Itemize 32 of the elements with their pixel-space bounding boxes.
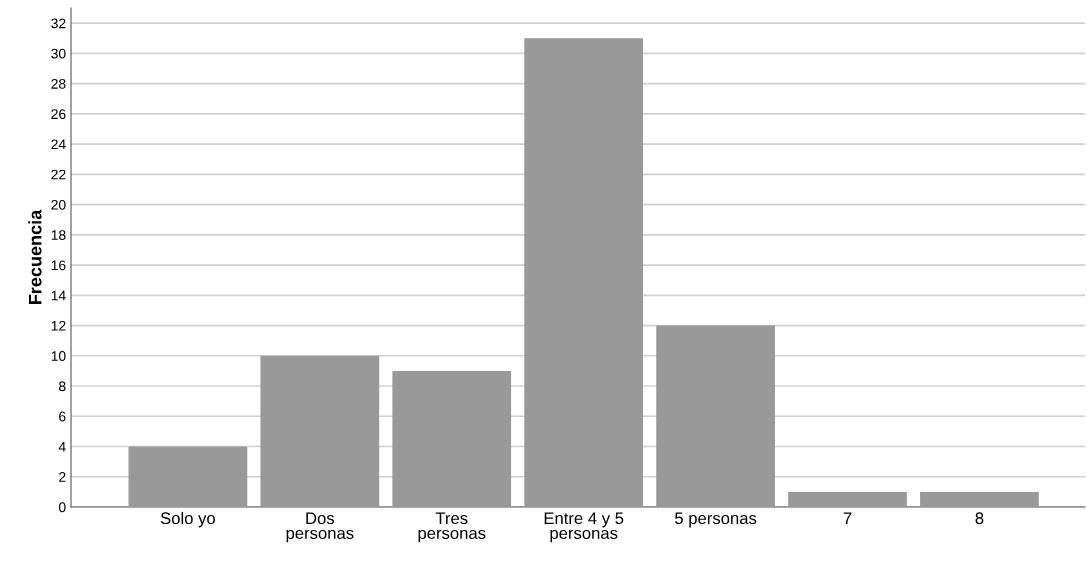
- y-tick-label: 26: [51, 109, 66, 120]
- x-tick-label: Solo yo: [160, 511, 215, 528]
- y-tick-label: 6: [59, 411, 66, 422]
- x-tick-label: Entre 4 y 5 personas: [544, 512, 624, 543]
- y-tick-label: 18: [51, 230, 66, 240]
- y-tick-label: 32: [51, 18, 66, 29]
- x-tick-label: 7: [843, 512, 852, 524]
- y-tick-label: 22: [51, 169, 66, 180]
- y-tick-label: 12: [51, 320, 66, 331]
- bar: [128, 446, 248, 507]
- x-tick-label: 5 personas: [675, 512, 757, 528]
- y-tick-label: 30: [51, 48, 66, 59]
- bar: [656, 325, 775, 507]
- y-tick-label: 2: [59, 472, 66, 482]
- bar: [524, 38, 644, 507]
- y-tick-label: 16: [51, 260, 66, 271]
- bar: [392, 370, 512, 507]
- x-tick-label: Dos personas: [286, 512, 354, 543]
- bar: [788, 491, 907, 507]
- y-tick-label: 4: [58, 441, 66, 452]
- y-tick-label: 24: [51, 139, 66, 150]
- x-tick-label: Tres personas: [418, 512, 486, 543]
- y-axis-title: Frecuencia: [28, 209, 42, 304]
- bar: [260, 355, 380, 507]
- y-tick-label: 10: [51, 351, 66, 361]
- y-tick-label: 14: [51, 290, 66, 301]
- y-tick-label: 28: [51, 78, 66, 89]
- bar: [920, 491, 1039, 507]
- y-tick-label: 20: [51, 199, 66, 210]
- y-tick-label: 0: [58, 502, 66, 513]
- x-tick-label: 8: [975, 512, 984, 525]
- y-tick-label: 8: [59, 381, 66, 392]
